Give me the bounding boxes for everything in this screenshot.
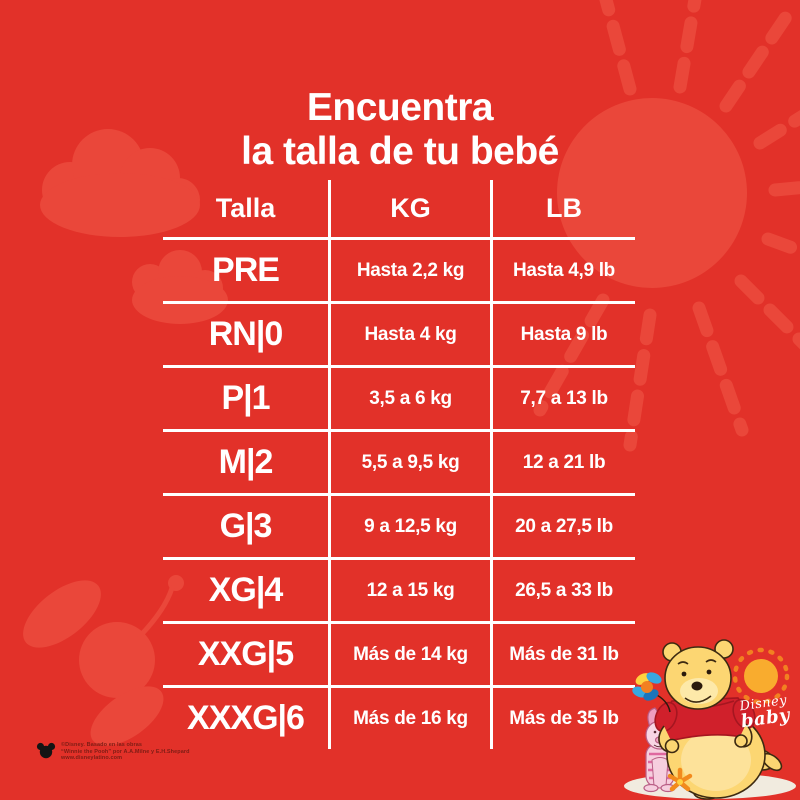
size-label: M|2 xyxy=(163,429,328,493)
bee-silhouette-decor xyxy=(23,575,184,746)
sun-rays-decor xyxy=(533,0,800,452)
kg-value: Hasta 4 kg xyxy=(328,301,490,365)
size-label: XXXG|6 xyxy=(163,685,328,749)
cloud-icon xyxy=(40,129,200,237)
lb-value: 20 a 27,5 lb xyxy=(490,493,635,557)
lb-value: 26,5 a 33 lb xyxy=(490,557,635,621)
size-label: G|3 xyxy=(163,493,328,557)
bee-antenna-decor xyxy=(137,585,175,639)
pooh-illustration xyxy=(624,639,796,800)
sun-disc-decor xyxy=(557,98,747,288)
page-title: Encuentra la talla de tu bebé xyxy=(0,86,800,174)
kg-value: Más de 16 kg xyxy=(328,685,490,749)
lb-value: 7,7 a 13 lb xyxy=(490,365,635,429)
disney-baby-logo: Disney baby xyxy=(738,693,792,732)
kg-value: Hasta 2,2 kg xyxy=(328,237,490,301)
mickey-icon xyxy=(36,742,56,759)
legal-footer: ©Disney. Basado en las obras “Winnie the… xyxy=(36,742,190,762)
cloud-icon xyxy=(132,250,228,324)
legal-line-1: ©Disney. Basado en las obras xyxy=(61,742,143,748)
size-label: XXG|5 xyxy=(163,621,328,685)
col-header-talla: Talla xyxy=(215,193,276,223)
size-label: XG|4 xyxy=(163,557,328,621)
lb-value: Hasta 4,9 lb xyxy=(490,237,635,301)
legal-line-2: “Winnie the Pooh” por A.A.Milne y E.H.Sh… xyxy=(61,748,190,755)
bee-icon xyxy=(632,672,671,713)
kg-value: 9 a 12,5 kg xyxy=(328,493,490,557)
kg-value: Más de 14 kg xyxy=(328,621,490,685)
kg-value: 5,5 a 9,5 kg xyxy=(328,429,490,493)
sun-icon xyxy=(732,647,790,705)
size-label: RN|0 xyxy=(163,301,328,365)
title-line-1: Encuentra xyxy=(306,86,494,130)
lb-value: 12 a 21 lb xyxy=(490,429,635,493)
flower-icon xyxy=(667,767,693,792)
lb-value: Más de 31 lb xyxy=(490,621,635,685)
lb-value: Hasta 9 lb xyxy=(490,301,635,365)
kg-value: 12 a 15 kg xyxy=(328,557,490,621)
size-table: Talla KG LB PRE Hasta 2,2 kg Hasta 4,9 l… xyxy=(163,180,635,749)
legal-line-3: www.disneylatino.com xyxy=(61,755,123,761)
col-header-kg: KG xyxy=(328,180,490,237)
title-line-2: la talla de tu bebé xyxy=(241,130,559,174)
size-label: PRE xyxy=(163,237,328,301)
kg-value: 3,5 a 6 kg xyxy=(328,365,490,429)
lb-value: Más de 35 lb xyxy=(490,685,635,749)
col-header-lb: LB xyxy=(490,180,635,237)
size-label: P|1 xyxy=(163,365,328,429)
